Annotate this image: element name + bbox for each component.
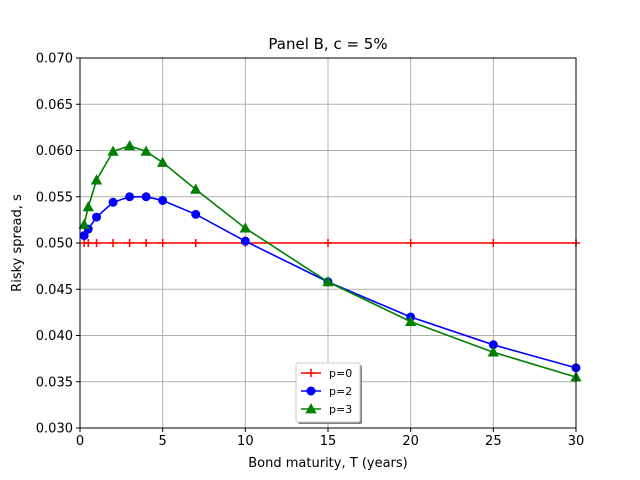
- data-point: [489, 239, 498, 247]
- x-tick-label: 15: [320, 434, 337, 449]
- data-point: [84, 239, 93, 247]
- x-tick-label: 25: [485, 434, 502, 449]
- x-tick-label: 30: [568, 434, 585, 449]
- y-tick-label: 0.030: [36, 422, 73, 437]
- series-p=0: [80, 239, 580, 247]
- data-point: [405, 315, 417, 326]
- data-point: [140, 145, 152, 156]
- data-point: [125, 239, 134, 247]
- data-point: [123, 140, 136, 151]
- y-tick-label: 0.035: [36, 375, 73, 390]
- legend-label: p=3: [329, 403, 352, 416]
- data-point: [239, 222, 251, 233]
- data-point: [191, 239, 200, 247]
- x-axis-label: Bond maturity, T (years): [248, 456, 407, 471]
- data-point: [157, 156, 169, 167]
- legend-label: p=0: [329, 367, 352, 380]
- y-tick-label: 0.040: [36, 329, 73, 344]
- data-point: [322, 276, 334, 287]
- data-point: [142, 239, 151, 247]
- legend-marker: [307, 369, 315, 377]
- data-point: [324, 239, 332, 247]
- x-tick-label: 10: [237, 434, 254, 449]
- ticks: 0 5 10 15 20 25 30 0.030 0.035 0.040 0.045 0.050 0.0…: [36, 52, 584, 450]
- y-tick-label: 0.045: [36, 283, 73, 298]
- data-point: [109, 239, 118, 247]
- data-point: [406, 239, 415, 247]
- legend-label: p=2: [329, 385, 352, 398]
- data-point: [108, 197, 118, 207]
- data-point: [125, 192, 135, 202]
- data-point: [487, 346, 499, 357]
- data-point: [82, 201, 94, 212]
- legend-item: p=0: [301, 367, 352, 380]
- data-point: [92, 239, 101, 247]
- chart-title: Panel B, c = 5%: [268, 35, 387, 53]
- data-point: [92, 212, 102, 222]
- x-tick-label: 0: [76, 434, 84, 449]
- y-tick-label: 0.050: [36, 237, 73, 252]
- legend-item: p=3: [301, 403, 352, 416]
- data-point: [240, 236, 250, 246]
- data-point: [191, 209, 201, 219]
- x-tick-label: 5: [159, 434, 167, 449]
- y-axis-label: Risky spread, s: [10, 194, 25, 292]
- y-tick-label: 0.070: [36, 52, 73, 67]
- data-point: [107, 145, 119, 156]
- series-layer: [78, 140, 582, 382]
- data-point: [158, 195, 168, 205]
- data-point: [141, 192, 151, 202]
- legend-marker: [306, 386, 316, 396]
- x-tick-label: 20: [402, 434, 419, 449]
- data-point: [78, 218, 90, 229]
- data-point: [158, 239, 167, 247]
- y-tick-label: 0.055: [36, 190, 73, 205]
- y-tick-label: 0.060: [36, 144, 73, 159]
- legend-marker: [305, 403, 317, 414]
- series-p=3: [78, 140, 582, 382]
- legend-item: p=2: [301, 385, 352, 398]
- legend: p=0 p=2 p=3: [295, 362, 362, 424]
- data-point: [190, 183, 202, 194]
- y-tick-label: 0.065: [36, 98, 73, 113]
- data-point: [90, 174, 103, 185]
